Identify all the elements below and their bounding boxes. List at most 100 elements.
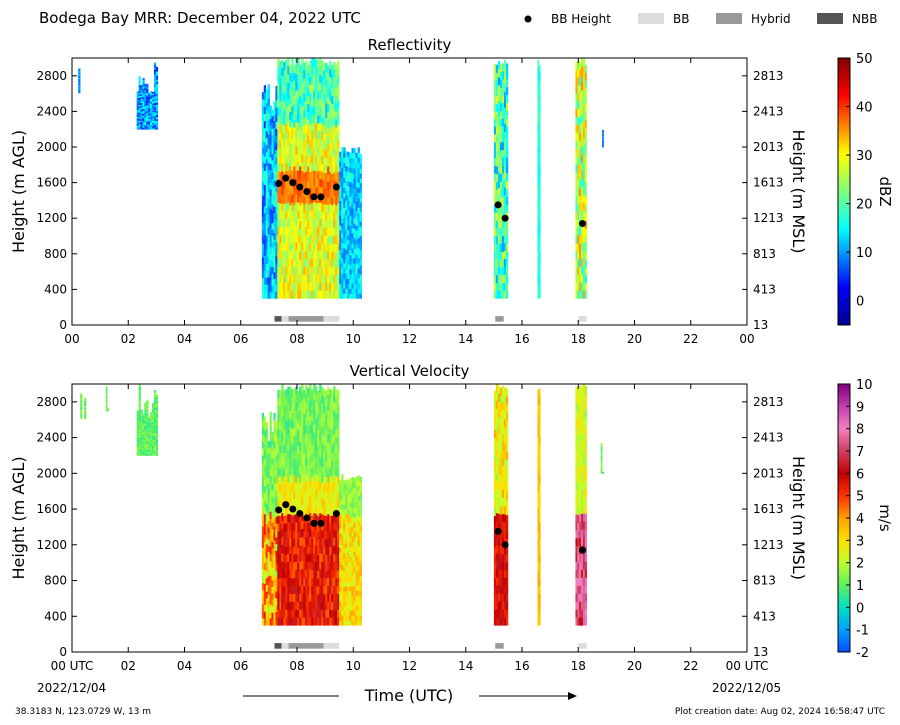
heatmap-cell [602, 139, 604, 141]
heatmap-cell [584, 290, 587, 299]
heatmap-cell [317, 59, 320, 68]
heatmap-cell [309, 250, 312, 260]
heatmap-cell [317, 515, 320, 524]
heatmap-cell [317, 107, 320, 116]
heatmap-cell [337, 593, 340, 603]
heatmap-cell [501, 71, 505, 80]
heatmap-cell [279, 523, 282, 532]
heatmap-cell [153, 409, 157, 413]
heatmap-cell [309, 520, 312, 530]
heatmap-cell [287, 426, 290, 435]
heatmap-cell [353, 148, 356, 154]
heatmap-cell [581, 98, 584, 107]
heatmap-cell [271, 599, 274, 607]
heatmap-cell [505, 133, 509, 143]
heatmap-cell [303, 70, 306, 79]
heatmap-cell [339, 581, 342, 587]
heatmap-cell [329, 116, 332, 125]
heatmap-cell [283, 187, 286, 197]
heatmap-cell [267, 262, 270, 271]
heatmap-cell [297, 210, 300, 219]
heatmap-cell [315, 170, 318, 180]
heatmap-cell [355, 605, 358, 611]
heatmap-cell [301, 448, 304, 457]
heatmap-cell [289, 577, 292, 586]
heatmap-cell [537, 115, 540, 124]
heatmap-cell [301, 392, 304, 401]
heatmap-cell [309, 384, 312, 393]
heatmap-cell [303, 507, 306, 516]
heatmap-cell [146, 415, 149, 418]
heatmap-cell [148, 122, 151, 124]
heatmap-cell [575, 77, 578, 86]
x-tick-label: 04 [177, 332, 192, 346]
heatmap-cell [359, 211, 362, 217]
heatmap-cell [307, 150, 310, 159]
heatmap-cell [152, 434, 155, 437]
heatmap-cell [142, 107, 145, 110]
heatmap-cell [285, 420, 288, 430]
heatmap-cell [582, 504, 586, 514]
heatmap-cell [283, 156, 286, 165]
heatmap-cell [299, 569, 302, 578]
heatmap-cell [355, 264, 358, 270]
heatmap-cell [269, 253, 272, 261]
heatmap-cell [78, 80, 81, 82]
heatmap-cell [271, 554, 274, 562]
heatmap-cell [575, 164, 578, 173]
heatmap-cell [538, 514, 541, 523]
heatmap-cell [315, 202, 318, 212]
heatmap-cell [537, 171, 540, 180]
heatmap-cell [349, 497, 352, 503]
heatmap-cell [305, 99, 308, 109]
heatmap-cell [281, 577, 284, 586]
heatmap-cell [301, 560, 304, 570]
heatmap-cell [353, 585, 356, 592]
heatmap-cell [537, 389, 540, 399]
heatmap-cell [305, 211, 308, 220]
heatmap-cell [269, 266, 272, 273]
heatmap-cell [84, 401, 87, 403]
heatmap-cell [359, 605, 362, 611]
heatmap-cell [313, 504, 316, 514]
heatmap-cell [261, 99, 265, 107]
bb-height-point [296, 183, 304, 191]
heatmap-cell [341, 600, 344, 606]
heatmap-cell [333, 132, 336, 142]
heatmap-cell [355, 570, 358, 577]
heatmap-cell [313, 440, 316, 449]
heatmap-cell [263, 597, 267, 605]
heatmap-cell [279, 515, 282, 524]
heatmap-cell [325, 453, 328, 462]
heatmap-cell [263, 113, 267, 122]
heatmap-cell [273, 448, 276, 456]
heatmap-cell [582, 170, 586, 179]
heatmap-cell [313, 162, 316, 171]
heatmap-cell [577, 483, 580, 492]
heatmap-cell [291, 258, 294, 267]
heatmap-cell [499, 87, 503, 96]
heatmap-cell [307, 466, 310, 476]
heatmap-cell [287, 466, 290, 475]
heatmap-cell [581, 577, 584, 586]
heatmap-cell [273, 469, 276, 477]
heatmap-cell [503, 617, 507, 626]
heatmap-cell [271, 266, 274, 274]
heatmap-cell [333, 290, 336, 299]
heatmap-cell [501, 553, 505, 562]
heatmap-cell [144, 123, 147, 126]
heatmap-cell [315, 569, 318, 578]
heatmap-cell [273, 140, 276, 148]
heatmap-cell [537, 107, 540, 116]
heatmap-cell [263, 177, 267, 186]
heatmap-cell [267, 91, 270, 100]
heatmap-cell [337, 554, 340, 563]
heatmap-cell [309, 472, 312, 481]
heatmap-cell [341, 268, 344, 274]
x-tick-label: 08 [289, 659, 304, 673]
heatmap-cell [584, 457, 587, 467]
heatmap-cell [505, 601, 509, 610]
heatmap-cell [142, 436, 145, 438]
heatmap-cell [297, 138, 300, 147]
heatmap-cell [295, 386, 298, 396]
